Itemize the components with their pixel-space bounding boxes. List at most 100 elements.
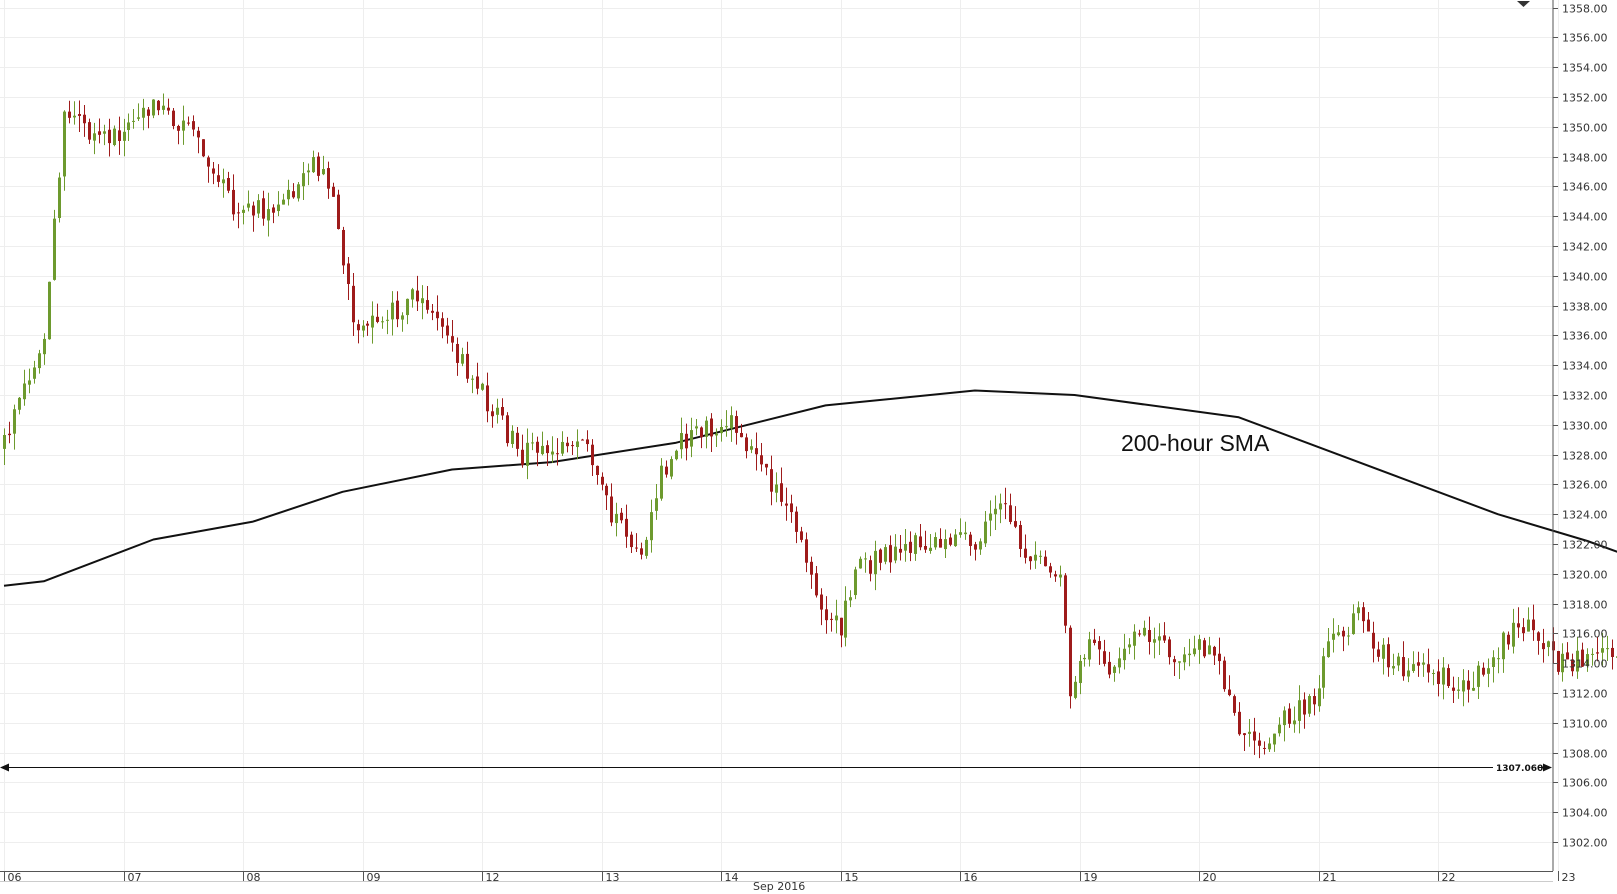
candle-body: [989, 513, 992, 521]
y-tick-label: 1330.00: [1562, 420, 1608, 433]
candle-body: [1362, 607, 1365, 622]
candle-body: [1337, 632, 1340, 636]
candle-body: [58, 177, 61, 219]
candle-body: [1133, 631, 1136, 646]
candle-body: [924, 545, 927, 550]
candle-body: [436, 311, 439, 319]
candle-body: [53, 218, 56, 280]
candle-body: [1437, 671, 1440, 685]
candle-body: [979, 541, 982, 550]
candle-body: [1153, 639, 1156, 643]
candle-body: [541, 445, 544, 455]
candle-body: [1074, 681, 1077, 698]
candle-body: [496, 407, 499, 415]
candle-body: [715, 433, 718, 436]
candle-body: [13, 409, 16, 434]
candle-body: [586, 439, 589, 445]
candle-body: [481, 383, 484, 390]
x-tick-label: 16: [964, 871, 978, 884]
x-tick-label: 07: [128, 871, 142, 884]
candle-body: [8, 433, 11, 436]
y-tick-label: 1328.00: [1562, 450, 1608, 463]
candle-body: [1148, 630, 1151, 642]
candle-body: [257, 200, 260, 214]
candle-body: [287, 189, 290, 200]
candle-body: [282, 199, 285, 205]
x-tick-label: 08: [247, 871, 261, 884]
candle-body: [1163, 635, 1166, 641]
candle-body: [103, 131, 106, 134]
y-tick-label: 1310.00: [1562, 718, 1608, 731]
candle-body: [1218, 653, 1221, 662]
y-tick-label: 1336.00: [1562, 330, 1608, 343]
candle-body: [660, 465, 663, 499]
candle-body: [1143, 627, 1146, 636]
y-tick-label: 1326.00: [1562, 479, 1608, 492]
support-line-label: 1307.060: [1496, 764, 1543, 774]
candle-body: [342, 229, 345, 266]
candle-body: [1397, 656, 1400, 666]
candle-body: [710, 418, 713, 437]
y-tick-label: 1318.00: [1562, 599, 1608, 612]
candle-body: [556, 453, 559, 455]
candle-body: [1198, 639, 1201, 650]
candle-body: [1477, 665, 1480, 687]
candle-body: [1586, 654, 1589, 667]
candle-body: [1263, 747, 1266, 749]
candle-body: [411, 289, 414, 300]
candle-body: [1611, 647, 1614, 657]
candle-body: [396, 300, 399, 320]
candle-body: [456, 343, 459, 363]
candle-body: [939, 538, 942, 548]
candle-body: [620, 512, 623, 521]
candle-body: [899, 548, 902, 553]
x-tick-label: 23: [1562, 871, 1576, 884]
sma-label: 200-hour SMA: [1121, 430, 1270, 456]
candle-body: [1318, 688, 1321, 707]
candle-body: [1103, 651, 1106, 664]
candle-body: [1268, 743, 1271, 750]
candle-body: [1293, 720, 1296, 725]
y-tick-label: 1314.00: [1562, 658, 1608, 671]
candle-body: [859, 558, 862, 569]
candle-body: [172, 110, 175, 127]
candle-body: [844, 600, 847, 638]
candle-body: [177, 125, 180, 131]
candle-body: [23, 383, 26, 400]
candle-body: [1462, 680, 1465, 692]
candle-body: [665, 466, 668, 475]
candle-body: [1377, 649, 1380, 657]
scroll-down-icon[interactable]: [1517, 1, 1530, 7]
candle-body: [401, 315, 404, 320]
candle-body: [546, 445, 549, 454]
candle-body: [1332, 633, 1335, 640]
y-tick-label: 1356.00: [1562, 32, 1608, 45]
candle-body: [1283, 710, 1286, 726]
candle-body: [1557, 650, 1560, 672]
candle-body: [386, 319, 389, 321]
candle-body: [994, 508, 997, 515]
candle-body: [531, 442, 534, 444]
candle-body: [123, 131, 126, 141]
candle-body: [1327, 641, 1330, 658]
candle-body: [1138, 633, 1141, 635]
candle-body: [1507, 634, 1510, 645]
candle-body: [1088, 639, 1091, 660]
candle-body: [1517, 623, 1520, 628]
y-tick-label: 1306.00: [1562, 777, 1608, 790]
candle-body: [362, 325, 365, 331]
candle-body: [944, 539, 947, 550]
candle-body: [1566, 652, 1569, 660]
candle-body: [1178, 661, 1181, 663]
candle-body: [949, 537, 952, 545]
candle-body: [1069, 627, 1072, 697]
candle-body: [1213, 646, 1216, 656]
candle-body: [1188, 653, 1191, 656]
candle-body: [1561, 653, 1564, 673]
candle-body: [1258, 740, 1261, 746]
candle-body: [566, 442, 569, 447]
y-tick-label: 1344.00: [1562, 211, 1608, 224]
y-tick-label: 1338.00: [1562, 301, 1608, 314]
candle-body: [1417, 662, 1420, 666]
candle-body: [1487, 668, 1490, 674]
